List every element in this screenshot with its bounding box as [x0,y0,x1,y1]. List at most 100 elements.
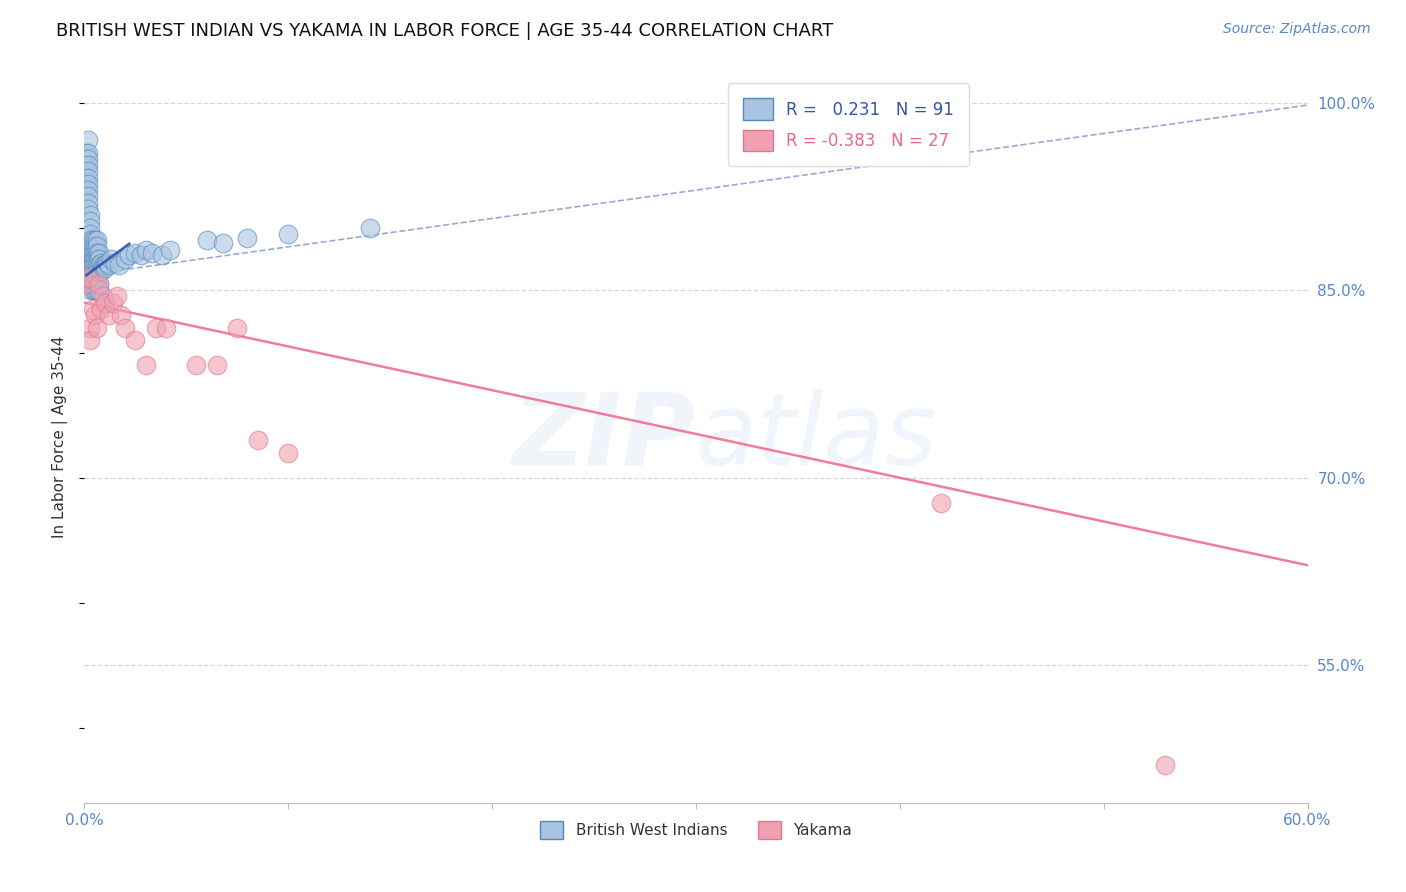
Point [79,239,101,253]
Point [75,158,97,172]
Point [86,258,108,272]
Text: BRITISH WEST INDIAN VS YAKAMA IN LABOR FORCE | AGE 35-44 CORRELATION CHART: BRITISH WEST INDIAN VS YAKAMA IN LABOR F… [56,22,834,40]
Point [97,258,120,272]
Legend: British West Indians, Yakama: British West Indians, Yakama [533,814,859,847]
Point [82,277,104,291]
Point [86,270,108,285]
Point [79,220,101,235]
Point [79,270,101,285]
Point [108,258,131,272]
Point [87,277,110,291]
Point [77,133,100,147]
Point [195,233,218,247]
Point [114,252,136,266]
Point [91,260,114,275]
Point [124,245,146,260]
Point [83,258,105,272]
Point [90,264,112,278]
Point [90,255,112,269]
Point [79,320,101,334]
Point [212,235,235,250]
Point [75,277,97,291]
Point [186,358,208,372]
Point [83,308,105,322]
Point [155,320,177,334]
Point [1154,758,1177,772]
Point [77,270,100,285]
Point [79,233,101,247]
Point [91,258,114,272]
Point [87,283,110,297]
Point [79,277,101,291]
Point [90,301,112,316]
Point [86,239,108,253]
Point [77,170,100,185]
Point [97,308,120,322]
Point [83,233,105,247]
Point [100,252,122,266]
Point [105,289,128,303]
Point [86,245,108,260]
Point [82,233,104,247]
Point [86,233,108,247]
Point [124,333,146,347]
Point [889,108,911,122]
Point [77,189,100,203]
Point [77,152,100,166]
Point [82,264,104,278]
Point [75,170,97,185]
Point [141,245,163,260]
Point [83,270,105,285]
Point [77,195,100,210]
Point [86,270,108,285]
Point [79,258,101,272]
Point [82,283,104,297]
Point [87,245,110,260]
Point [135,243,157,257]
Point [114,320,136,334]
Point [82,258,104,272]
Point [159,243,181,257]
Point [86,252,108,266]
Point [118,248,141,262]
Point [87,252,110,266]
Point [83,264,105,278]
Point [145,320,167,334]
Point [77,158,100,172]
Point [83,283,105,297]
Point [93,295,115,310]
Point [83,239,105,253]
Point [79,245,101,260]
Point [101,295,124,310]
Point [96,255,118,269]
Point [79,214,101,228]
Point [83,252,105,266]
Point [79,208,101,222]
Point [246,434,269,448]
Point [104,255,127,269]
Point [79,333,101,347]
Point [83,245,105,260]
Point [150,248,173,262]
Point [83,277,105,291]
Point [79,264,101,278]
Point [236,230,259,244]
Text: ZIP: ZIP [513,389,696,485]
Point [93,258,115,272]
Point [87,277,110,291]
Point [205,358,228,372]
Point [86,277,108,291]
Point [79,227,101,241]
Point [131,248,153,262]
Point [82,252,104,266]
Text: atlas: atlas [696,389,938,485]
Point [929,496,952,510]
Point [82,258,104,272]
Point [86,264,108,278]
Point [79,245,101,260]
Point [277,227,299,241]
Point [83,264,105,278]
Point [110,308,132,322]
Y-axis label: In Labor Force | Age 35-44: In Labor Force | Age 35-44 [52,336,69,538]
Point [82,270,104,285]
